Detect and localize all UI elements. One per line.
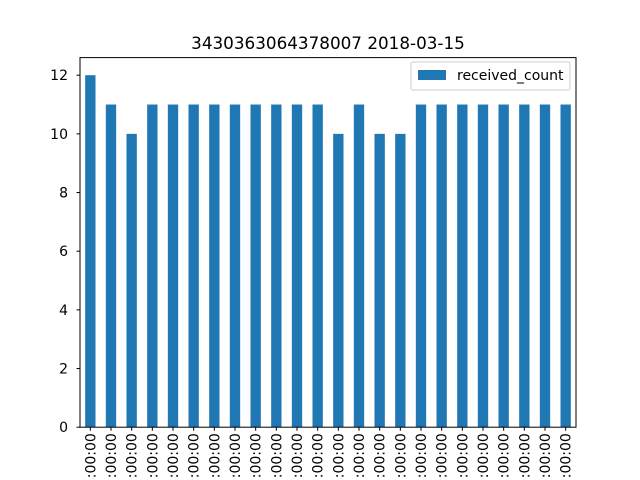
x-tick-label-1: :00:00 [83,433,99,478]
bar-15 [374,133,385,428]
x-tick-label-4: :00:00 [145,433,161,478]
x-tick-label-22: :00:00 [517,433,533,478]
legend: received_count [410,61,571,91]
bar-16 [395,133,406,428]
bar-20 [477,104,489,428]
x-tick-label-21: :00:00 [497,433,513,478]
bars-group [85,75,571,428]
bar-7 [209,104,220,428]
x-tick-label-13: :00:00 [331,433,347,478]
x-tick-label-12: :00:00 [311,433,327,478]
x-tick-label-14: :00:00 [352,433,368,478]
x-tick-label-8: :00:00 [228,433,244,478]
legend-box [410,61,571,91]
x-tick-label-23: :00:00 [538,433,554,478]
bar-18 [436,104,447,428]
x-tick-label-18: :00:00 [435,433,451,478]
bar-2 [105,104,117,428]
bar-12 [312,104,323,428]
bar-13 [333,133,344,428]
plot-frame [79,57,577,428]
y-tick-label-2: 2 [59,362,68,378]
bar-4 [147,104,158,428]
chart-title: 3430363064378007 2018-03-15 [191,33,465,53]
bar-14 [353,104,365,428]
x-tick-label-20: :00:00 [476,433,492,478]
x-tick-label-5: :00:00 [166,433,182,478]
bar-6 [188,104,199,428]
bar-17 [415,104,427,428]
bar-3 [126,133,137,428]
x-tick-label-9: :00:00 [249,433,265,478]
bar-21 [498,104,509,428]
bar-9 [250,104,261,428]
x-tick-label-15: :00:00 [373,433,389,478]
bar-23 [539,104,551,428]
bar-24 [560,104,571,428]
x-axis: :00:00:00:00:00:00:00:00:00:00:00:00:00:… [83,427,575,478]
bar-11 [291,104,303,428]
legend-label-received-count: received_count [457,68,564,84]
y-tick-label-12: 12 [50,68,68,84]
x-tick-label-2: :00:00 [104,433,120,478]
x-tick-label-11: :00:00 [290,433,306,478]
y-tick-label-4: 4 [59,303,68,319]
y-tick-label-10: 10 [50,127,68,143]
bar-1 [85,75,96,428]
bar-5 [167,104,179,428]
y-tick-label-8: 8 [59,186,68,202]
x-tick-label-16: :00:00 [393,433,409,478]
bar-8 [229,104,241,428]
x-tick-label-7: :00:00 [207,433,223,478]
legend-swatch [418,70,446,80]
x-tick-label-6: :00:00 [187,433,203,478]
x-tick-label-24: :00:00 [559,433,575,478]
x-tick-label-10: :00:00 [269,433,285,478]
bar-19 [457,104,468,428]
y-tick-label-6: 6 [59,244,68,260]
y-tick-label-0: 0 [59,420,68,436]
x-tick-label-17: :00:00 [414,433,430,478]
x-tick-label-3: :00:00 [125,433,141,478]
y-axis: 0 2 4 6 8 10 12 [50,68,80,436]
bar-22 [519,104,530,428]
x-tick-label-19: :00:00 [455,433,471,478]
bar-10 [271,104,282,428]
